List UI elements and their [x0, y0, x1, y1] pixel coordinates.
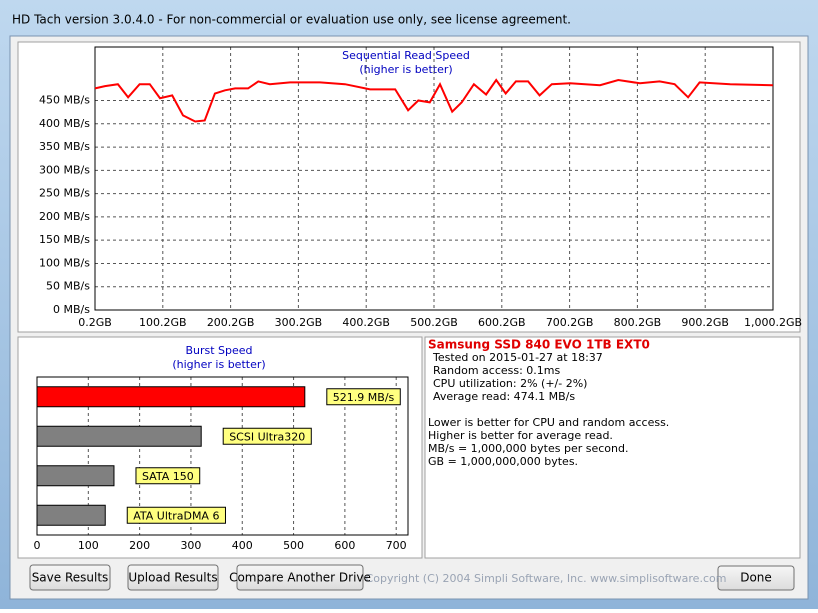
done-label[interactable]: Done	[740, 571, 772, 585]
y-tick-label: 150 MB/s	[39, 233, 90, 246]
chart-subtitle: (higher is better)	[172, 358, 265, 371]
y-tick-label: 0 MB/s	[53, 303, 90, 316]
chart-title: Sequential Read Speed	[342, 49, 470, 62]
x-tick-label: 100	[78, 539, 99, 552]
note-line: MB/s = 1,000,000 bytes per second.	[428, 442, 628, 455]
x-tick-label: 100.2GB	[139, 316, 187, 329]
x-tick-label: 0.2GB	[78, 316, 112, 329]
plot-frame	[36, 376, 409, 536]
x-tick-label: 200.2GB	[207, 316, 255, 329]
x-tick-label: 700.2GB	[546, 316, 594, 329]
bar-label: SATA 150	[142, 470, 194, 483]
bar	[36, 504, 106, 526]
label-box	[326, 388, 401, 406]
bar-label: SCSI Ultra320	[229, 430, 305, 443]
drive-name: Samsung SSD 840 EVO 1TB EXT0	[428, 338, 650, 352]
y-tick-label: 350 MB/s	[39, 140, 90, 153]
result-line: Random access: 0.1ms	[433, 364, 561, 377]
x-tick-label: 800.2GB	[614, 316, 662, 329]
x-tick-label: 300.2GB	[275, 316, 323, 329]
x-tick-label: 300	[180, 539, 201, 552]
label-box	[126, 506, 226, 524]
note-line: GB = 1,000,000,000 bytes.	[428, 455, 578, 468]
button[interactable]: Compare Another Drive	[229, 564, 371, 591]
button-label[interactable]: Save Results	[32, 571, 109, 585]
label-box	[135, 467, 201, 485]
read-line	[94, 78, 773, 123]
result-line: CPU utilization: 2% (+/- 2%)	[433, 377, 587, 390]
y-tick-label: 400 MB/s	[39, 117, 90, 130]
plot-frame	[94, 46, 774, 311]
x-tick-label: 600.2GB	[478, 316, 526, 329]
chart-title: Burst Speed	[185, 344, 252, 357]
result-line: Average read: 474.1 MB/s	[433, 390, 575, 403]
button-face[interactable]	[29, 564, 111, 591]
x-tick-label: 500.2GB	[410, 316, 458, 329]
x-tick-label: 700	[386, 539, 407, 552]
bar-label: ATA UltraDMA 6	[133, 509, 219, 522]
window-title: HD Tach version 3.0.4.0 - For non-commer…	[12, 13, 571, 27]
y-tick-label: 100 MB/s	[39, 256, 90, 269]
button-label[interactable]: Compare Another Drive	[229, 571, 371, 585]
button-label[interactable]: Upload Results	[128, 571, 217, 585]
note-line: Higher is better for average read.	[428, 429, 613, 442]
y-tick-label: 50 MB/s	[46, 280, 90, 293]
x-tick-label: 500	[283, 539, 304, 552]
y-tick-label: 200 MB/s	[39, 210, 90, 223]
note-line: Lower is better for CPU and random acces…	[428, 416, 669, 429]
read-panel	[17, 41, 801, 333]
button[interactable]: Upload Results	[127, 564, 219, 591]
button-face[interactable]	[236, 564, 364, 591]
x-tick-label: 1,000.2GB	[744, 316, 802, 329]
info-panel	[424, 336, 801, 559]
x-tick-label: 900.2GB	[681, 316, 729, 329]
result-line: Tested on 2015-01-27 at 18:37	[432, 351, 603, 364]
bar	[36, 386, 306, 408]
bar	[36, 425, 202, 447]
x-tick-label: 600	[334, 539, 355, 552]
x-tick-label: 0	[34, 539, 41, 552]
copyright: Copyright (C) 2004 Simpli Software, Inc.…	[366, 572, 727, 585]
y-tick-label: 450 MB/s	[39, 94, 90, 107]
y-tick-label: 250 MB/s	[39, 187, 90, 200]
done-button[interactable]	[717, 565, 795, 591]
label-box	[222, 427, 312, 445]
chart-subtitle: (higher is better)	[359, 63, 452, 76]
x-tick-label: 200	[129, 539, 150, 552]
button[interactable]: Save Results	[29, 564, 111, 591]
x-tick-label: 400.2GB	[342, 316, 390, 329]
button-face[interactable]	[127, 564, 219, 591]
x-tick-label: 400	[232, 539, 253, 552]
bar-label: 521.9 MB/s	[333, 391, 395, 404]
bar	[36, 465, 115, 487]
y-tick-label: 300 MB/s	[39, 163, 90, 176]
